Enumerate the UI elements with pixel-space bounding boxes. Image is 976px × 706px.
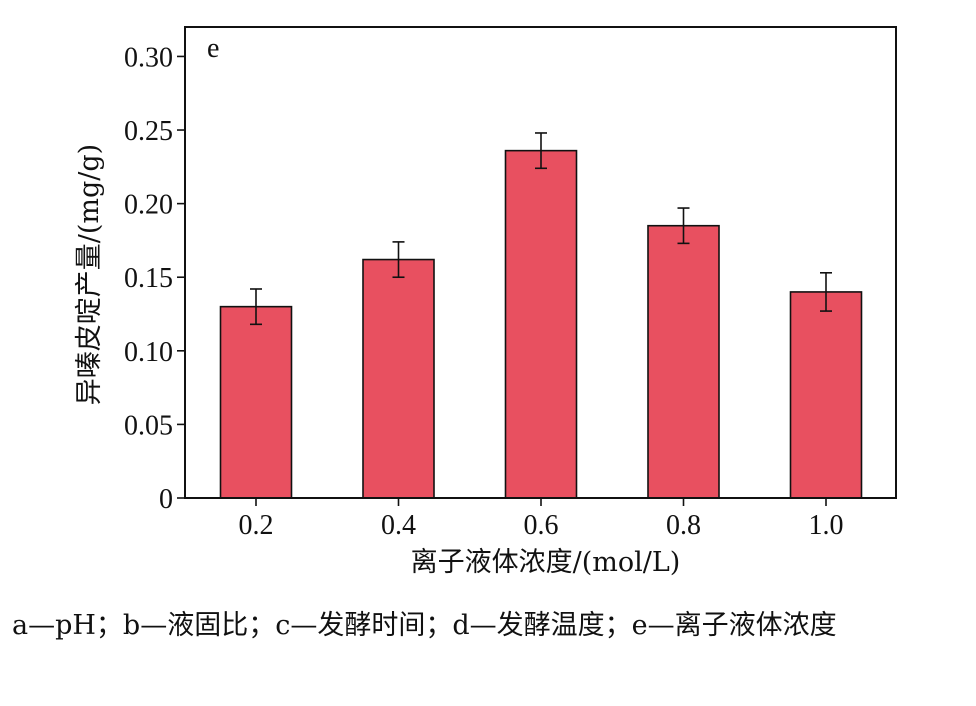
x-tick-label: 1.0 [809, 510, 844, 541]
bar [362, 258, 435, 499]
bar [647, 224, 720, 499]
panel-label: e [207, 33, 219, 64]
x-axis: 0.2 0.4 0.6 0.8 1.0 [239, 498, 844, 541]
y-tick-label: 0.25 [124, 116, 173, 147]
bars [219, 149, 863, 499]
x-tick-label: 0.6 [524, 510, 559, 541]
bar [789, 291, 863, 499]
y-tick-label: 0.20 [124, 190, 173, 221]
figure-caption: a—pH；b—液固比；c—发酵时间；d—发酵温度；e—离子液体浓度 [12, 610, 837, 641]
x-tick-label: 0.8 [666, 510, 701, 541]
y-tick-label: 0.10 [124, 337, 173, 368]
bar-chart: 0 0.05 0.10 0.15 0.20 0.25 0.30 0.2 0.4 0.6 0.8 1.… [74, 26, 897, 578]
y-tick-label: 0.15 [124, 263, 173, 294]
bar [219, 305, 293, 499]
y-tick-label: 0 [159, 484, 173, 515]
y-axis-title: 异嗪皮啶产量/(mg/g) [74, 144, 105, 405]
y-axis: 0 0.05 0.10 0.15 0.20 0.25 0.30 [124, 42, 185, 515]
bar [504, 149, 578, 499]
x-tick-label: 0.4 [381, 510, 416, 541]
error-bars [250, 132, 832, 326]
x-axis-title: 离子液体浓度/(mol/L) [411, 547, 681, 578]
y-tick-label: 0.30 [124, 42, 173, 73]
x-tick-label: 0.2 [239, 510, 274, 541]
y-tick-label: 0.05 [124, 410, 173, 441]
